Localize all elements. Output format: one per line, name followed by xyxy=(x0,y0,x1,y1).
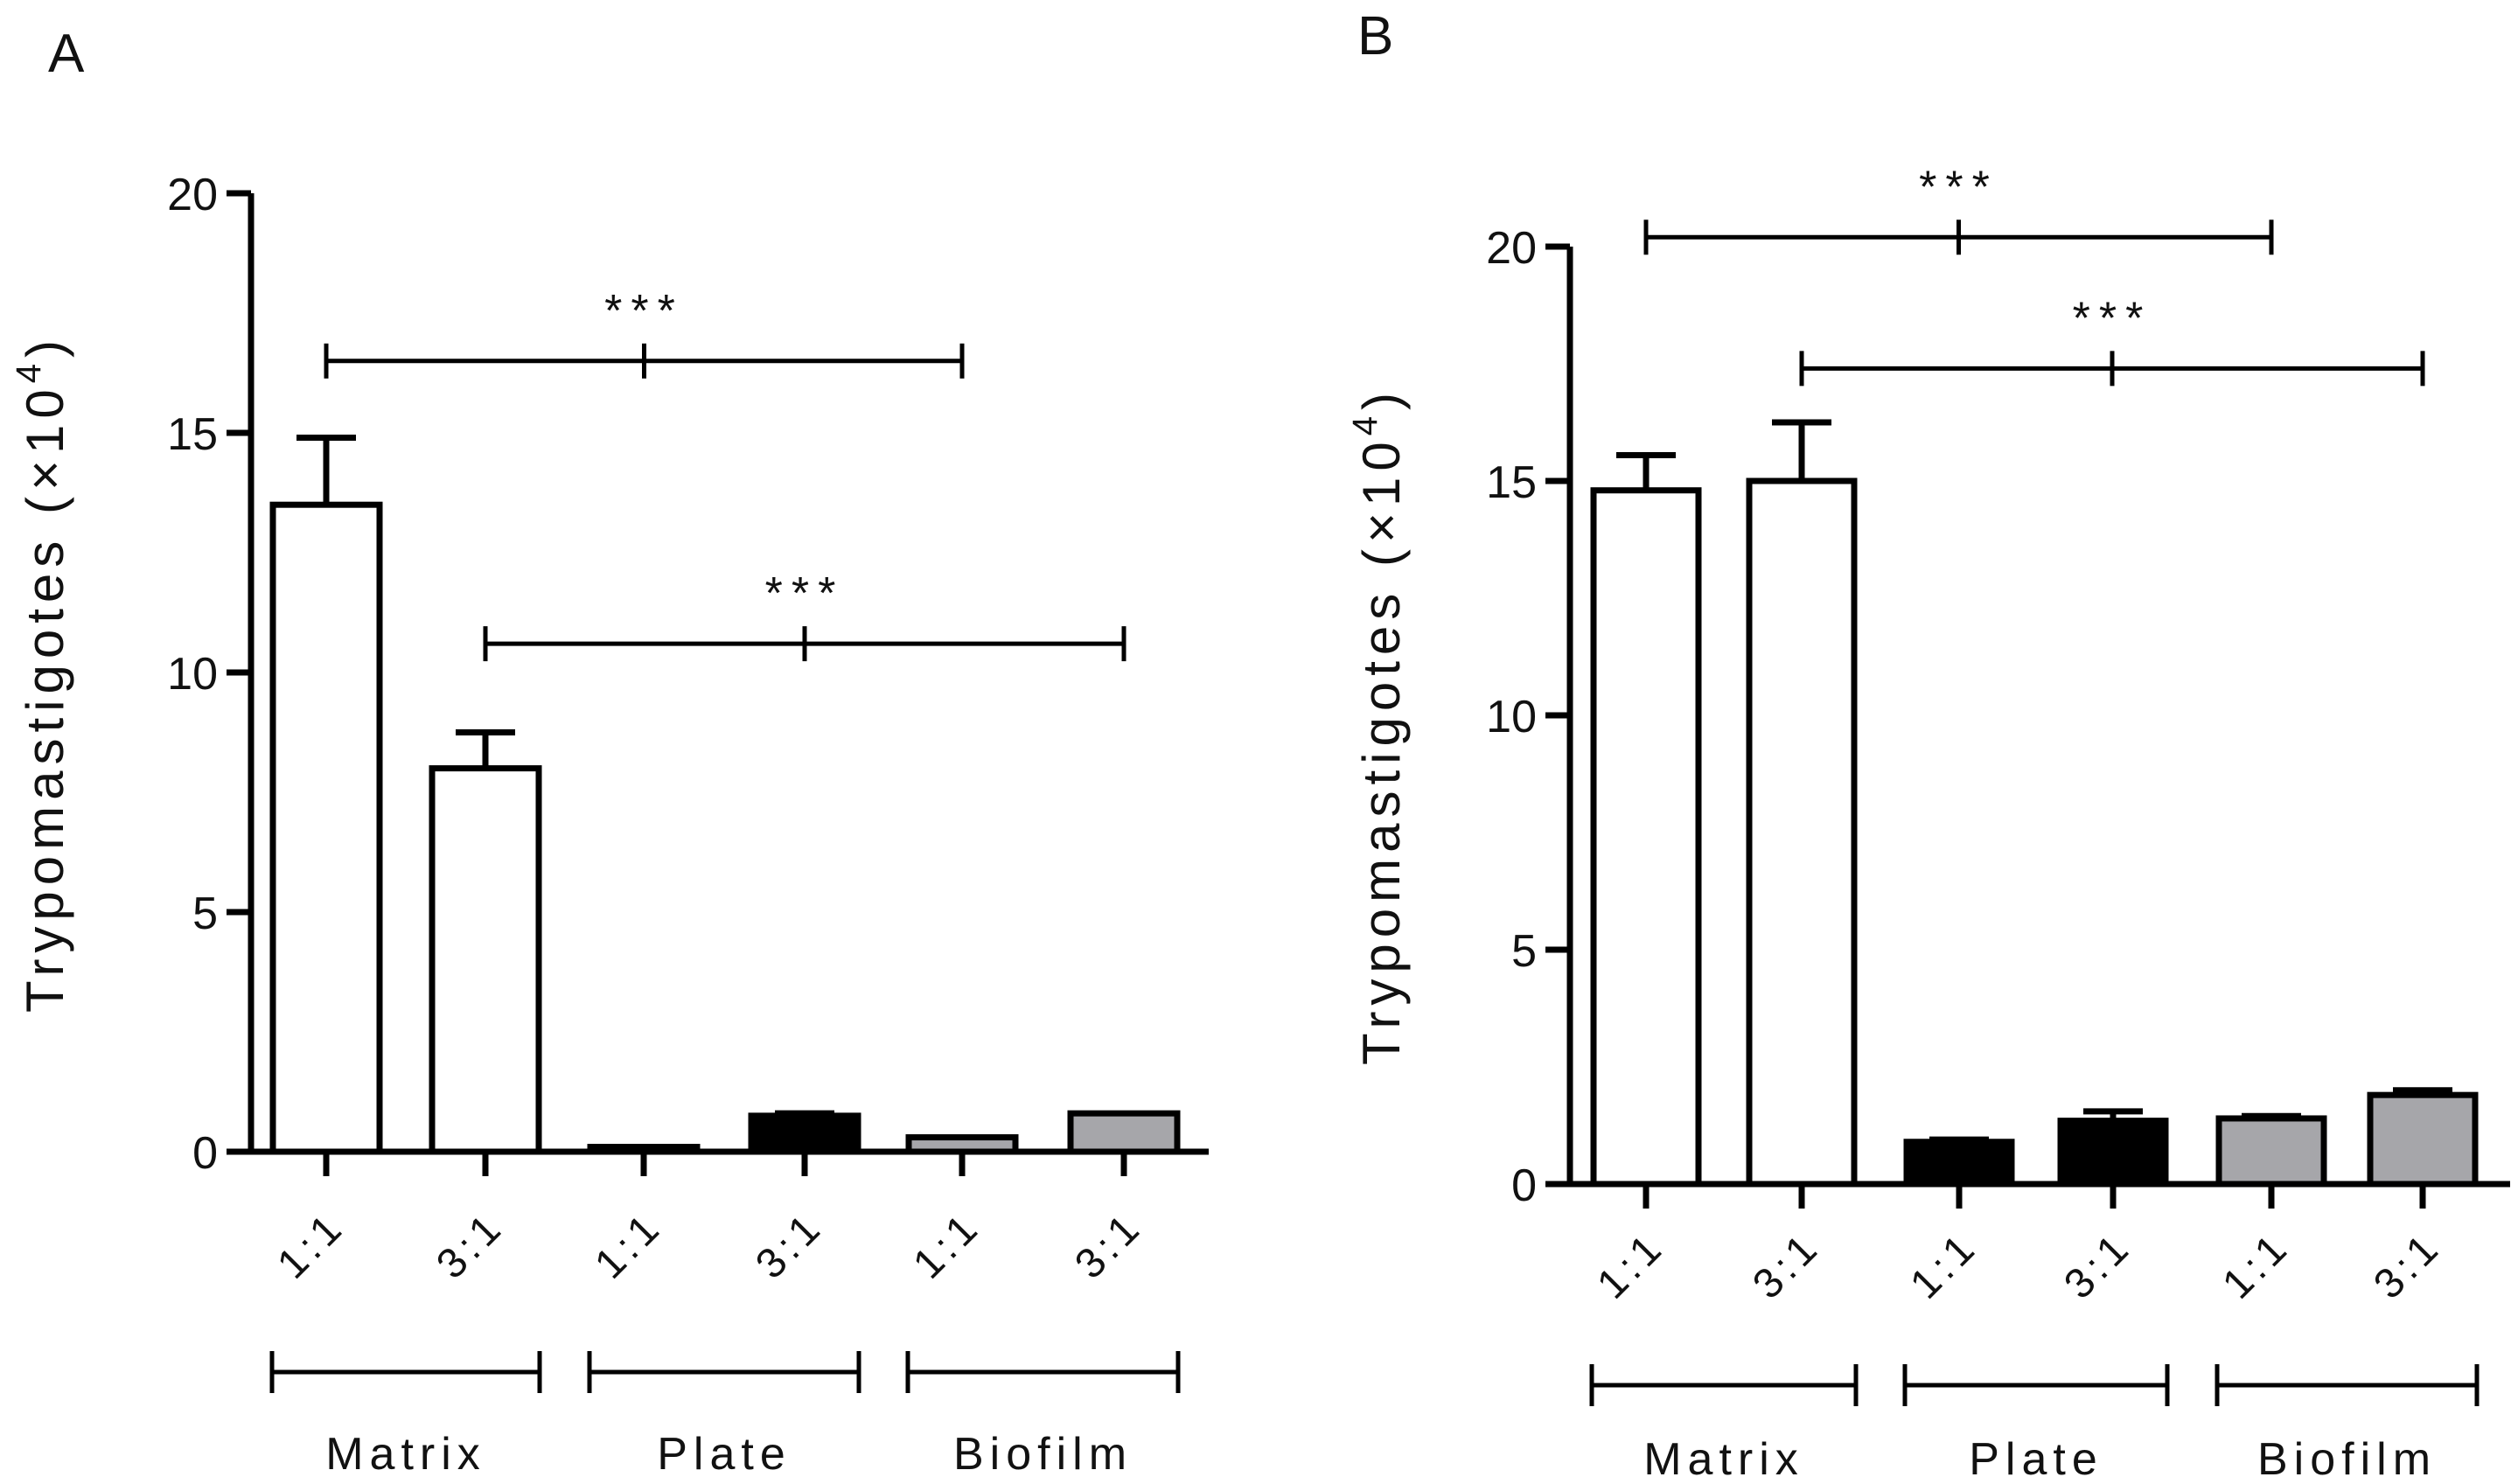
panel-a-y-axis-label-suffix: ) xyxy=(16,334,74,358)
panel-b-chart: 0 5 10 15 20 Trypomastigotes (×104) 1:1 3:1 1:1 3… xyxy=(1346,162,2510,1484)
panel-a-group-label-0: Matrix xyxy=(325,1429,486,1480)
panel-a-group-label-1: Plate xyxy=(657,1429,792,1480)
panel-b-bar-2 xyxy=(1903,1139,2015,1188)
panel-a-y-axis-label-exponent: 4 xyxy=(10,358,48,383)
panel-b-bar-3 xyxy=(2057,1118,2169,1188)
panel-a-ytick-label-2: 10 xyxy=(167,649,218,700)
panel-a-y-axis-label: Trypomastigotes (×104) xyxy=(10,334,74,1013)
panel-b-bar-1 xyxy=(1746,477,1858,1188)
panel-label-a: A xyxy=(48,24,85,84)
panel-a-group-label-2: Biofilm xyxy=(953,1429,1133,1480)
panel-b-ytick-label-2: 10 xyxy=(1486,692,1537,742)
panel-b-ytick-label-1: 5 xyxy=(1511,926,1537,977)
panel-a-bar-1 xyxy=(429,765,542,1155)
panel-a-ytick-label-4: 20 xyxy=(167,170,218,220)
panel-a-category-label-2: 1:1 xyxy=(586,1202,671,1287)
panel-b-sig-label-1: *** xyxy=(2073,293,2152,344)
panel-b-group-label-1: Plate xyxy=(1969,1434,2103,1484)
panel-b-sig-label-0: *** xyxy=(1919,162,1998,212)
panel-a-sig-label-0: *** xyxy=(604,286,684,337)
panel-b-ytick-label-4: 20 xyxy=(1486,223,1537,274)
panel-a-ytick-label-0: 0 xyxy=(192,1128,218,1179)
panel-a-category-label-1: 3:1 xyxy=(428,1202,513,1287)
panel-a-bar-0 xyxy=(269,501,383,1155)
panel-b-bar-0 xyxy=(1590,487,1702,1188)
panel-b-category-label-5: 3:1 xyxy=(2365,1223,2450,1307)
panel-b-ytick-label-3: 15 xyxy=(1486,457,1537,508)
panel-b-y-axis-label-suffix: ) xyxy=(1352,387,1411,410)
panel-b-bar-5 xyxy=(2367,1091,2479,1188)
panel-a-bar-4 xyxy=(905,1134,1019,1155)
panel-b-ytick-label-0: 0 xyxy=(1511,1160,1537,1211)
panel-a-category-label-4: 1:1 xyxy=(904,1202,989,1287)
panel-b-category-label-4: 1:1 xyxy=(2214,1223,2298,1307)
panel-b-y-axis-label-text: Trypomastigotes (×10 xyxy=(1352,435,1411,1065)
panel-a-bar-3 xyxy=(748,1112,861,1155)
panel-b-bar-4 xyxy=(2215,1115,2327,1188)
panel-b-group-label-0: Matrix xyxy=(1643,1434,1804,1484)
panel-a-category-label-3: 3:1 xyxy=(747,1202,832,1287)
panel-a-category-label-0: 1:1 xyxy=(269,1202,353,1287)
panel-a-sig-label-1: *** xyxy=(765,568,845,619)
panel-a-ytick-label-1: 5 xyxy=(192,888,218,939)
panel-a-ytick-label-3: 15 xyxy=(167,409,218,460)
panel-b-category-label-0: 1:1 xyxy=(1588,1223,1673,1307)
panel-a-chart: 0 5 10 15 20 Trypomastigotes (×104) 1:1 3:1 1:1 3… xyxy=(10,170,1209,1480)
panel-label-b: B xyxy=(1357,6,1393,66)
panel-b-category-label-1: 3:1 xyxy=(1744,1223,1829,1307)
panel-a-y-axis-label-text: Trypomastigotes (×10 xyxy=(16,383,74,1013)
panel-b-y-axis-label-exponent: 4 xyxy=(1346,410,1385,435)
panel-a-bar-5 xyxy=(1067,1110,1181,1155)
panel-b-y-axis-label: Trypomastigotes (×104) xyxy=(1346,387,1411,1065)
panel-b-category-label-2: 1:1 xyxy=(1901,1223,1986,1307)
panel-b-group-label-2: Biofilm xyxy=(2257,1434,2437,1484)
panel-a-category-label-5: 3:1 xyxy=(1066,1202,1151,1287)
panel-a-bar-2 xyxy=(587,1144,701,1155)
panel-b-category-label-3: 3:1 xyxy=(2055,1223,2140,1307)
